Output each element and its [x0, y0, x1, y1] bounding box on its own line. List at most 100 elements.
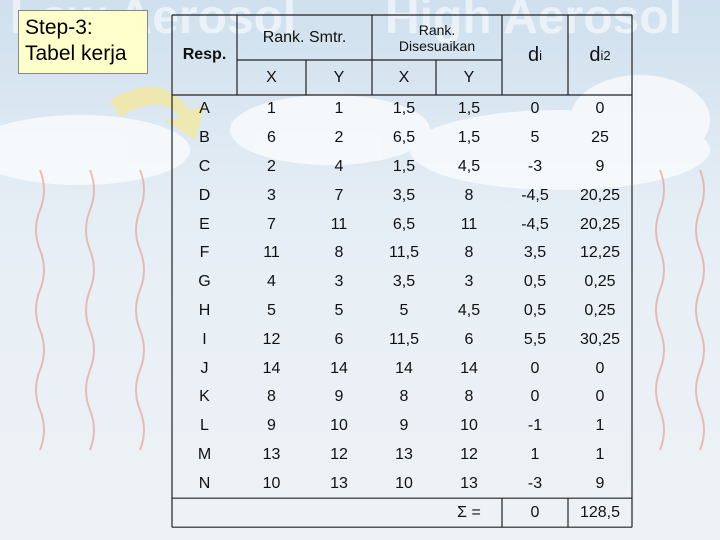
- header-line: Disesuaikan: [398, 37, 476, 54]
- cell-value: 13: [395, 445, 413, 463]
- cell-value: 14: [395, 359, 413, 377]
- cell-value: 11: [330, 215, 348, 233]
- cell-value: 6,5: [392, 129, 416, 147]
- cell-value: 11: [263, 244, 280, 262]
- cell-value: 1,5: [392, 100, 416, 118]
- header-rank-smtr: Rank. Smtr.: [262, 28, 347, 46]
- header-resp: Resp.: [182, 46, 227, 63]
- cell-value: 5: [399, 301, 409, 319]
- title-line: Step-3:: [25, 16, 93, 39]
- cell-value: 4,5: [457, 301, 481, 319]
- cell-value: 5,5: [523, 330, 547, 348]
- header-line: Rank.: [418, 21, 456, 38]
- cell-value: 9: [267, 417, 276, 435]
- cell-value: 1: [530, 445, 540, 463]
- footer-d: 0: [530, 503, 540, 521]
- footer-d2: 128,5: [579, 503, 621, 521]
- cell-value: 13: [262, 445, 281, 463]
- header-sup: 2: [603, 47, 611, 63]
- cell-value: 11: [460, 215, 478, 233]
- cell-value: 0: [530, 359, 540, 377]
- cell-value: 0: [595, 388, 605, 406]
- cell-value: 8: [464, 186, 474, 204]
- cell-value: 10: [460, 417, 478, 435]
- cell-value: 0,5: [523, 273, 547, 291]
- row-label: I: [202, 330, 207, 348]
- row-label: A: [199, 100, 210, 118]
- header-sub: Y: [463, 68, 475, 86]
- header-base: d: [589, 43, 601, 66]
- cell-value: 0: [595, 100, 605, 118]
- cell-value: 2: [334, 129, 344, 147]
- cell-value: 13: [460, 474, 478, 492]
- cell-value: -3: [527, 157, 543, 175]
- cell-value: -1: [527, 417, 543, 435]
- cell-value: 10: [395, 474, 413, 492]
- cell-value: 6: [464, 330, 474, 348]
- header-sub: Y: [333, 68, 345, 86]
- cell-value: 3: [334, 273, 344, 291]
- cell-value: 10: [262, 474, 281, 492]
- cell-value: 0,25: [584, 301, 616, 319]
- cell-value: 0: [530, 388, 540, 406]
- footer-label: Σ =: [457, 503, 481, 521]
- cell-value: 3: [267, 186, 276, 204]
- cell-value: 11,5: [389, 330, 419, 348]
- row-label: N: [198, 474, 211, 492]
- row-label: M: [197, 445, 212, 463]
- cell-value: 14: [262, 359, 281, 377]
- cell-value: 1,5: [457, 100, 481, 118]
- cell-value: 9: [334, 388, 344, 406]
- header-sub: i: [600, 47, 604, 63]
- cell-value: 10: [330, 417, 348, 435]
- header-rank-disesuaikan: Rank. Disesuaikan: [372, 15, 502, 60]
- cell-value: 1: [267, 100, 276, 118]
- cell-value: 4,5: [457, 157, 481, 175]
- cell-value: 8: [267, 388, 276, 406]
- cell-value: 8: [464, 388, 474, 406]
- cell-value: 1,5: [457, 129, 481, 147]
- cell-value: 9: [399, 417, 409, 435]
- header-base: d: [527, 43, 540, 66]
- cell-value: 0,5: [523, 301, 547, 319]
- cell-value: 25: [591, 129, 609, 147]
- row-label: B: [199, 129, 210, 147]
- row-label: J: [200, 359, 209, 377]
- cell-value: 8: [334, 244, 344, 262]
- cell-value: -4,5: [521, 186, 549, 204]
- row-label: L: [200, 417, 209, 435]
- cell-value: 6,5: [392, 215, 416, 233]
- cell-value: 1: [595, 417, 605, 435]
- cell-value: 0: [595, 359, 605, 377]
- row-label: K: [199, 388, 210, 406]
- cell-value: 3,5: [523, 244, 547, 262]
- cell-value: 4: [334, 157, 344, 175]
- cell-value: 3: [464, 273, 474, 291]
- cell-value: 2: [267, 157, 276, 175]
- title-line: Tabel kerja: [25, 42, 127, 65]
- cell-value: 7: [267, 215, 276, 233]
- cell-value: 11,5: [389, 244, 419, 262]
- cell-value: 13: [330, 474, 348, 492]
- row-label: D: [198, 186, 211, 204]
- cell-value: 5: [334, 301, 344, 319]
- row-label: G: [198, 273, 211, 291]
- cell-value: 0: [530, 100, 540, 118]
- cell-value: 8: [399, 388, 409, 406]
- row-label: C: [198, 157, 211, 175]
- cell-value: 12: [262, 330, 281, 348]
- header-sub: i: [539, 47, 542, 63]
- cell-value: 8: [464, 244, 474, 262]
- row-label: E: [199, 215, 210, 233]
- cell-value: 0,25: [584, 273, 616, 291]
- cell-value: 1,5: [392, 157, 416, 175]
- slide-title: Step-3: Tabel kerja: [18, 10, 148, 74]
- cell-value: 12: [460, 445, 478, 463]
- cell-value: 14: [330, 359, 348, 377]
- cell-value: 9: [595, 474, 605, 492]
